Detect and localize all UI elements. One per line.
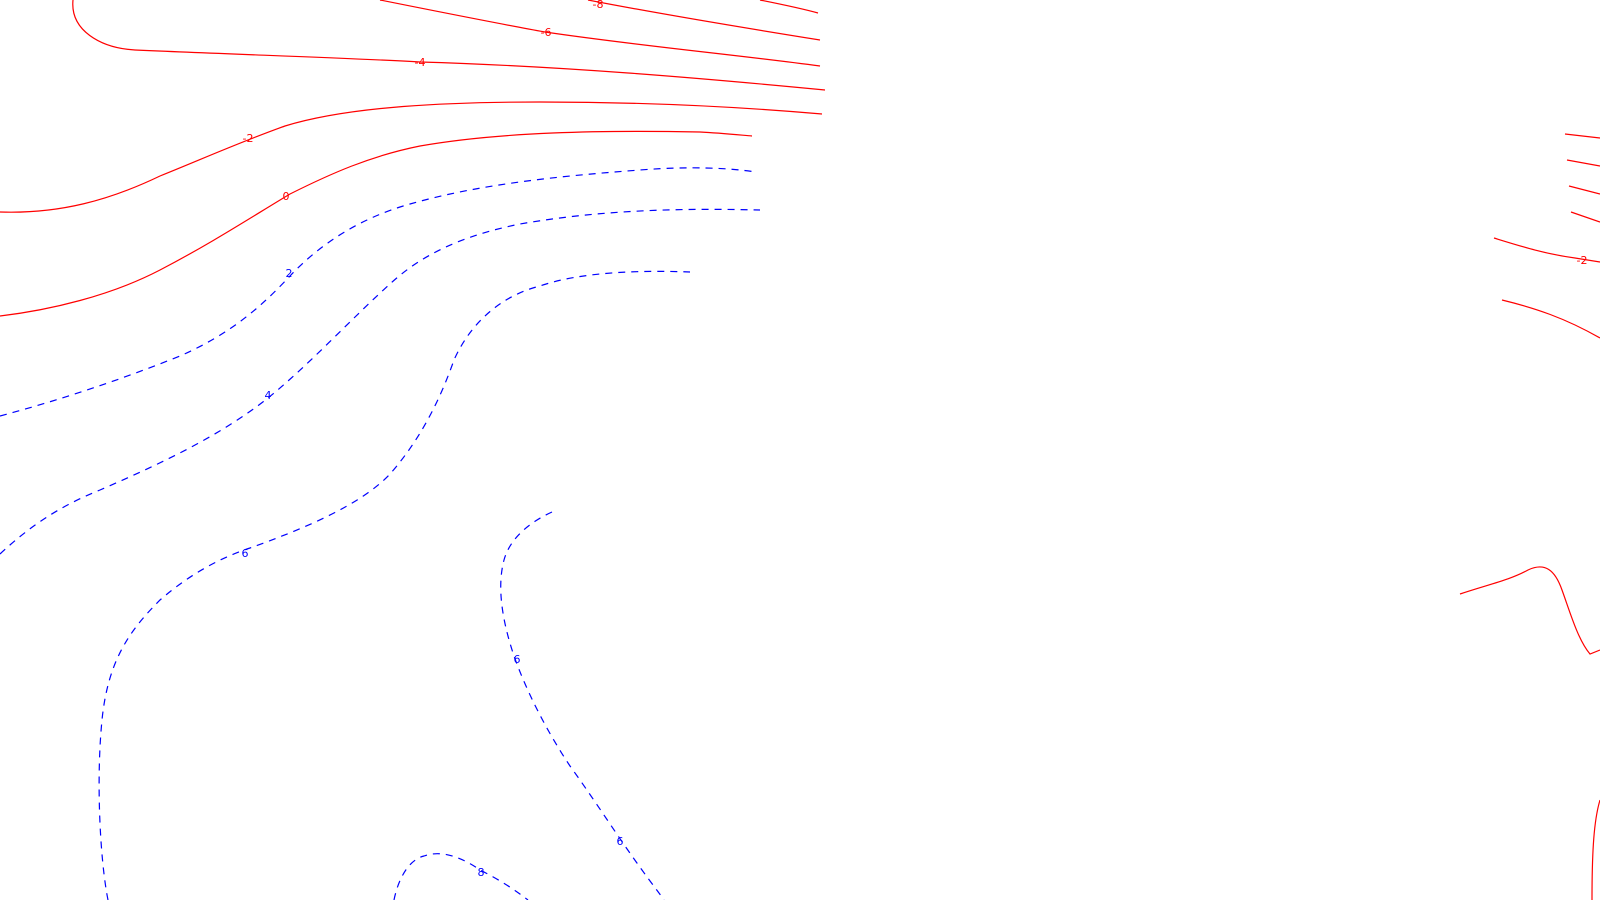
contour-line-right-bottom: [1591, 799, 1600, 900]
contour-line-right-a: [1564, 133, 1600, 139]
contour-line-right-c: [1568, 185, 1600, 195]
contour-line-right-zero: [1501, 299, 1600, 339]
contour-label: -6: [541, 26, 552, 39]
contour-line-neg8-b: [587, 0, 821, 41]
contour-label: 2: [286, 267, 293, 280]
contour-label: 0: [283, 190, 290, 203]
contour-line-right-d: [1570, 211, 1600, 223]
contour-label: 8: [478, 866, 485, 879]
contour-line-right-wave: [1459, 566, 1600, 655]
contour-line-right-b: [1566, 159, 1600, 167]
contour-label: 6: [617, 835, 624, 848]
contour-label: -4: [415, 56, 426, 69]
contour-line-neg8-c: [759, 0, 819, 14]
positive-contours: [0, 167, 761, 900]
contour-line-right-neg2: [1493, 237, 1600, 263]
contour-line-6: [500, 511, 665, 900]
contour-line-2b: [0, 208, 761, 555]
contour-labels: -8 -6 -4 -2 0 -2 2 4 6 6 6 8: [242, 0, 1588, 879]
contour-line-zero: [0, 130, 753, 317]
contour-label: 4: [265, 389, 272, 402]
contour-line-neg2: [0, 101, 823, 213]
contour-label: 6: [514, 653, 521, 666]
contour-label: -2: [1577, 254, 1588, 267]
contour-line-4: [98, 270, 691, 900]
contour-line-neg8-a: [379, 0, 821, 67]
contour-line-8: [393, 853, 529, 900]
contour-label: -2: [243, 132, 254, 145]
contour-line-neg4: [72, 0, 826, 91]
contour-label: -8: [593, 0, 604, 11]
contour-label: 6: [242, 547, 249, 560]
